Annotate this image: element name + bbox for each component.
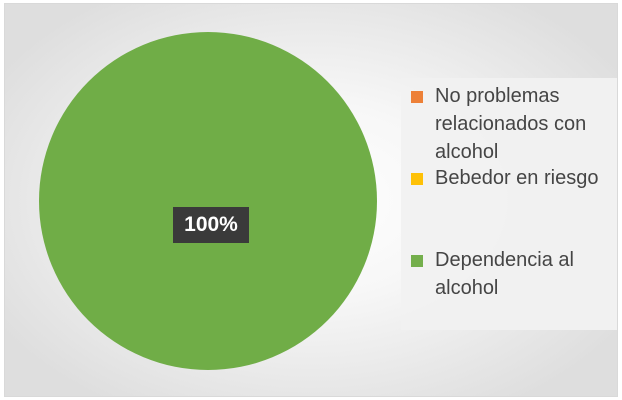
legend-swatch-dependencia bbox=[411, 255, 423, 267]
legend-item-no-problemas: No problemas relacionados con alcohol bbox=[411, 82, 611, 166]
legend-swatch-no-problemas bbox=[411, 91, 423, 103]
pie-slices bbox=[39, 32, 377, 370]
legend-label-no-problemas: No problemas relacionados con alcohol bbox=[435, 85, 587, 163]
legend-swatch-bebedor-en-riesgo bbox=[411, 173, 423, 185]
pie-slice-dependencia bbox=[39, 32, 377, 370]
data-label-dependencia: 100% bbox=[173, 207, 249, 243]
legend-label-dependencia: Dependencia al alcohol bbox=[435, 249, 574, 299]
legend-item-bebedor-en-riesgo: Bebedor en riesgo bbox=[411, 164, 611, 192]
legend-item-dependencia: Dependencia al alcohol bbox=[411, 246, 611, 302]
legend: No problemas relacionados con alcohol Be… bbox=[401, 78, 617, 330]
legend-label-bebedor-en-riesgo: Bebedor en riesgo bbox=[435, 167, 599, 189]
pie-chart bbox=[39, 32, 377, 370]
chart-area: 100% No problemas relacionados con alcoh… bbox=[4, 3, 618, 397]
